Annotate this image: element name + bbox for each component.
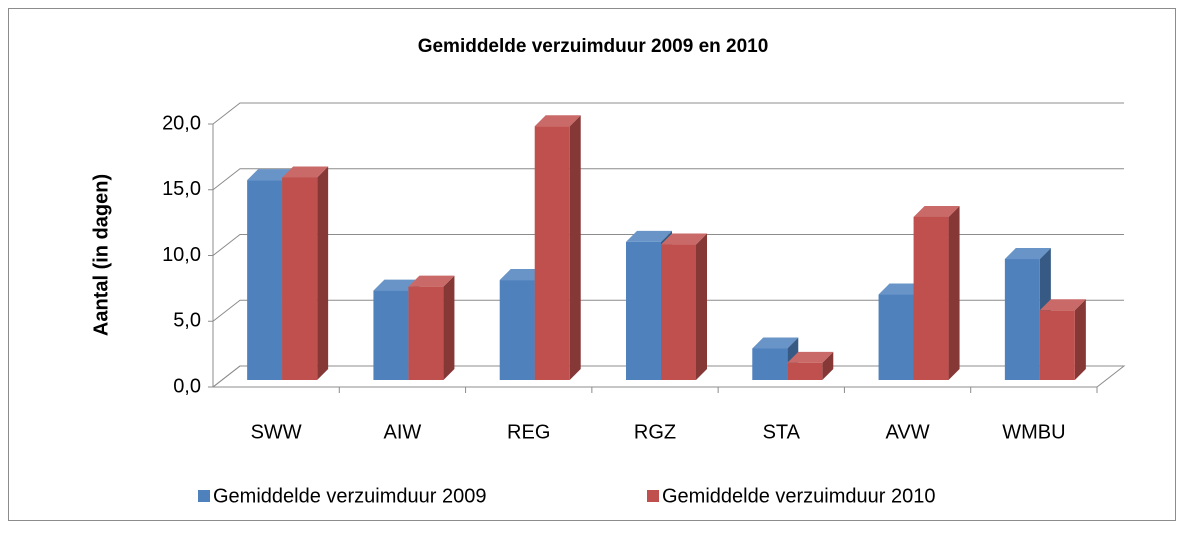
- y-tick-label: 10,0: [162, 244, 201, 266]
- x-tick-label: AIW: [384, 421, 422, 443]
- chart-title: Gemiddelde verzuimduur 2009 en 2010: [418, 36, 769, 57]
- bar-top: [752, 337, 799, 349]
- bar: [282, 166, 329, 380]
- bar-top: [247, 169, 294, 181]
- y-axis-label: Aantal (in dagen): [90, 174, 112, 336]
- y-tick-label: 15,0: [162, 178, 201, 200]
- bar-side: [317, 166, 329, 380]
- bar-top: [534, 115, 581, 127]
- bar-front: [661, 244, 696, 380]
- bar: [408, 275, 455, 380]
- bar-front: [787, 362, 823, 380]
- x-tick-label: REG: [507, 421, 550, 443]
- bar-front: [408, 286, 444, 380]
- bar-top: [1039, 299, 1086, 311]
- bar-front: [247, 180, 283, 380]
- y-tick-label: 20,0: [162, 112, 201, 134]
- x-tick-label: AVW: [886, 421, 930, 443]
- grid-line: [212, 299, 1124, 322]
- bar-front: [1004, 259, 1040, 380]
- bar-top: [913, 205, 960, 217]
- bar-front: [626, 241, 661, 380]
- bar-side: [569, 115, 581, 380]
- bar-front: [499, 280, 535, 380]
- bar-front: [534, 126, 570, 380]
- bar-front: [373, 290, 409, 380]
- bar-side: [443, 275, 455, 380]
- bar-top: [787, 351, 834, 363]
- bar-front: [913, 216, 949, 380]
- bar-side: [696, 233, 707, 380]
- bar-side: [1074, 299, 1086, 380]
- bar-top: [1004, 248, 1051, 260]
- bar-side: [948, 205, 960, 380]
- y-tick-label: 5,0: [173, 310, 201, 332]
- grid-line: [212, 102, 1124, 125]
- bar: [787, 351, 834, 380]
- x-tick-label: STA: [763, 421, 801, 443]
- x-tick-label: RGZ: [634, 421, 676, 443]
- bar: [661, 233, 707, 380]
- bar-side: [822, 351, 834, 380]
- bar: [913, 205, 960, 380]
- bar-top: [282, 166, 329, 178]
- legend-label: Gemiddelde verzuimduur 2009: [213, 485, 487, 507]
- bar-top: [408, 275, 455, 287]
- legend-swatch: [647, 490, 659, 502]
- bar-front: [878, 294, 914, 380]
- bar-top: [626, 230, 672, 242]
- legend-swatch: [198, 490, 210, 502]
- x-tick-label: WMBU: [1002, 421, 1065, 443]
- x-tick-label: SWW: [251, 421, 302, 443]
- legend-label: Gemiddelde verzuimduur 2010: [662, 485, 936, 507]
- bar-front: [752, 348, 788, 380]
- y-tick-label: 0,0: [173, 375, 201, 397]
- chart-border: [8, 8, 1176, 521]
- bar-top: [499, 269, 546, 281]
- bar: [1039, 299, 1086, 380]
- bar-top: [661, 233, 707, 245]
- bar-front: [1039, 310, 1075, 380]
- bar: [534, 115, 581, 380]
- bar-top: [373, 279, 420, 291]
- bar-front: [282, 177, 318, 380]
- grid-line: [212, 234, 1124, 256]
- bar-top: [878, 283, 925, 295]
- grid-line: [212, 168, 1124, 191]
